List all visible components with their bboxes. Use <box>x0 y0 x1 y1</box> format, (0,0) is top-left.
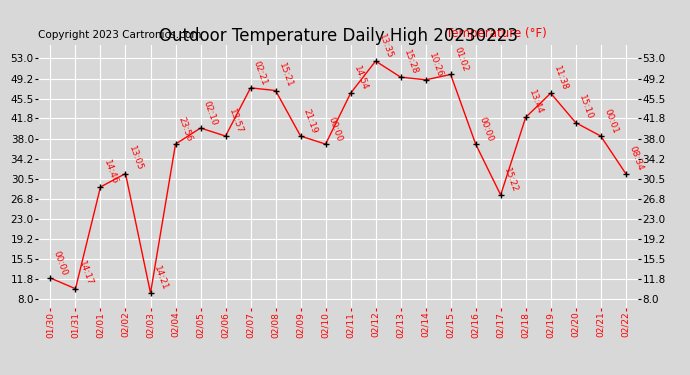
Text: 02:10: 02:10 <box>202 99 219 127</box>
Title: Outdoor Temperature Daily High 20230223: Outdoor Temperature Daily High 20230223 <box>159 27 518 45</box>
Text: 15:22: 15:22 <box>502 166 520 194</box>
Text: 00:00: 00:00 <box>477 116 494 143</box>
Text: Copyright 2023 Cartronics.com: Copyright 2023 Cartronics.com <box>38 30 201 40</box>
Text: 14:21: 14:21 <box>152 264 169 292</box>
Text: 10:26: 10:26 <box>427 51 444 78</box>
Text: 13:44: 13:44 <box>527 89 544 116</box>
Text: 15:28: 15:28 <box>402 48 420 76</box>
Text: 23:56: 23:56 <box>177 116 194 143</box>
Text: Temperature (°F): Temperature (°F) <box>446 27 547 40</box>
Text: 11:38: 11:38 <box>552 64 569 92</box>
Text: 00:00: 00:00 <box>52 249 69 277</box>
Text: 13:05: 13:05 <box>127 145 144 172</box>
Text: 08:34: 08:34 <box>627 145 644 172</box>
Text: 21:19: 21:19 <box>302 107 319 135</box>
Text: 01:02: 01:02 <box>452 46 469 73</box>
Text: 15:21: 15:21 <box>277 62 294 89</box>
Text: 02:21: 02:21 <box>252 59 269 87</box>
Text: 13:57: 13:57 <box>227 107 244 135</box>
Text: 14:17: 14:17 <box>77 260 94 287</box>
Text: 15:10: 15:10 <box>577 94 594 121</box>
Text: 00:00: 00:00 <box>327 116 344 143</box>
Text: 13:35: 13:35 <box>377 32 394 60</box>
Text: 14:46: 14:46 <box>102 158 119 186</box>
Text: 00:01: 00:01 <box>602 107 620 135</box>
Text: 14:54: 14:54 <box>352 64 369 92</box>
